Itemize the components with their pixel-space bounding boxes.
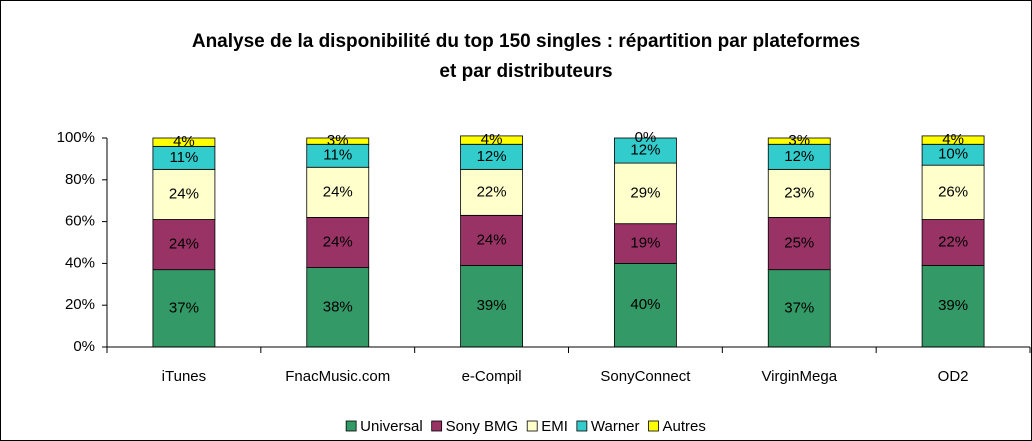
data-label: 22% — [938, 233, 968, 250]
bar-segment — [460, 135, 523, 145]
bar-segment — [921, 164, 985, 220]
bar-segment — [921, 265, 985, 348]
data-label: 24% — [477, 231, 507, 248]
legend-swatch — [576, 420, 588, 432]
data-label: 4% — [173, 133, 195, 150]
bar-segment — [306, 137, 370, 145]
bar-segment — [152, 219, 216, 271]
chart-title: et par distributeurs — [439, 61, 612, 82]
y-tick-label: 100% — [57, 129, 95, 146]
data-label: 3% — [788, 132, 810, 149]
bar-segment — [921, 135, 985, 145]
data-label: 12% — [784, 148, 814, 165]
bar-segment — [306, 217, 370, 268]
data-label: 24% — [323, 183, 353, 200]
bar-segment — [152, 137, 216, 147]
data-label: 12% — [630, 142, 660, 159]
bar-segment — [306, 267, 370, 348]
data-label: 23% — [784, 184, 814, 201]
data-label: 25% — [784, 235, 814, 252]
legend-swatch — [431, 420, 443, 432]
data-label: 11% — [169, 149, 198, 166]
bar-segment — [767, 137, 831, 145]
bar-segment — [306, 166, 370, 218]
bar-segment — [460, 214, 523, 266]
legend-label: Sony BMG — [446, 418, 519, 435]
bar-segment — [767, 168, 831, 218]
legend-label: Universal — [360, 418, 423, 435]
legend-swatch — [345, 420, 357, 432]
data-label: 11% — [323, 147, 352, 164]
x-tick-label: OD2 — [938, 368, 969, 385]
bar-segment — [460, 265, 523, 348]
data-label: 40% — [630, 296, 660, 313]
x-tick-label: SonyConnect — [600, 368, 691, 385]
data-label: 26% — [938, 183, 968, 200]
data-label: 38% — [323, 298, 353, 315]
data-label: 3% — [327, 132, 349, 149]
data-label: 37% — [169, 299, 199, 316]
bar-segment — [614, 162, 677, 225]
x-tick-label: VirginMega — [761, 368, 837, 385]
y-tick-label: 40% — [65, 254, 95, 271]
y-tick-label: 80% — [65, 171, 95, 188]
bar-segment — [767, 217, 831, 271]
x-tick-label: FnacMusic.com — [285, 368, 390, 385]
bar-segment — [921, 219, 985, 266]
data-label: 19% — [630, 235, 660, 252]
bar-segment — [614, 137, 677, 164]
bar-segment — [614, 223, 677, 264]
data-label: 24% — [169, 185, 199, 202]
data-label: 24% — [169, 236, 199, 253]
y-tick-label: 20% — [65, 296, 95, 313]
data-label: 29% — [630, 184, 660, 201]
y-tick-label: 60% — [65, 213, 95, 230]
data-label: 39% — [938, 297, 968, 314]
chart-title: Analyse de la disponibilité du top 150 s… — [192, 31, 860, 52]
data-label: 22% — [477, 183, 507, 200]
legend-label: EMI — [541, 418, 568, 435]
legend-label: Autres — [663, 418, 706, 435]
legend-label: Warner — [591, 418, 640, 435]
data-label: 12% — [477, 148, 507, 165]
data-label: 4% — [942, 131, 964, 148]
x-tick-label: iTunes — [162, 368, 206, 385]
data-label: 24% — [323, 233, 353, 250]
legend-swatch — [526, 420, 538, 432]
bar-segment — [614, 262, 677, 348]
data-label: 10% — [938, 146, 968, 163]
y-tick-label: 0% — [73, 338, 95, 355]
bar-segment — [460, 143, 523, 170]
data-label: 4% — [481, 131, 503, 148]
data-label: 0% — [635, 129, 657, 146]
bar-segment — [152, 269, 216, 348]
data-label: 39% — [477, 297, 507, 314]
x-tick-label: e-Compil — [462, 368, 522, 385]
data-label: 37% — [784, 299, 814, 316]
legend-swatch — [648, 420, 659, 432]
